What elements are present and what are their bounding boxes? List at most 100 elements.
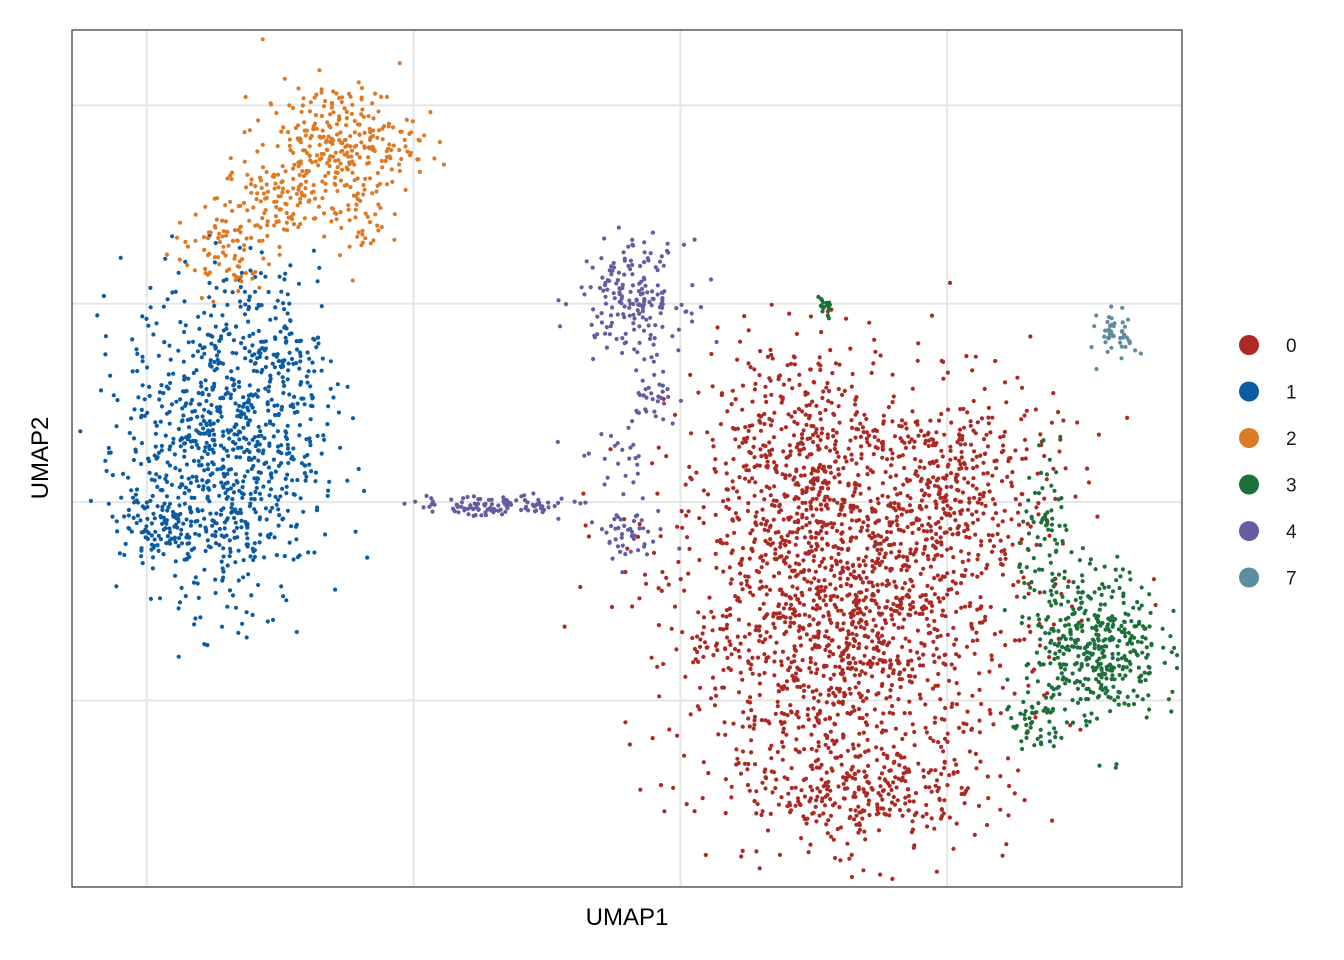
- point-cluster-0: [772, 556, 777, 562]
- point-cluster-3: [1137, 606, 1142, 611]
- point-cluster-0: [658, 534, 663, 539]
- point-cluster-0: [881, 751, 886, 757]
- point-cluster-4: [633, 456, 638, 461]
- point-cluster-0: [840, 650, 845, 655]
- point-cluster-2: [362, 187, 367, 192]
- point-cluster-0: [948, 444, 953, 449]
- point-cluster-0: [848, 346, 853, 351]
- point-cluster-4: [628, 258, 634, 263]
- point-cluster-4: [622, 315, 627, 320]
- point-cluster-1: [199, 355, 204, 360]
- point-cluster-0: [1026, 591, 1031, 596]
- point-cluster-0: [892, 541, 897, 547]
- point-cluster-2: [350, 278, 355, 283]
- point-cluster-0: [819, 777, 824, 782]
- point-cluster-0: [715, 325, 720, 330]
- point-cluster-0: [906, 793, 911, 799]
- point-cluster-0: [771, 435, 777, 440]
- point-cluster-0: [807, 549, 812, 554]
- point-cluster-2: [274, 110, 279, 116]
- point-cluster-1: [132, 500, 137, 505]
- point-cluster-0: [800, 491, 805, 496]
- point-cluster-0: [885, 494, 891, 499]
- point-cluster-4: [659, 290, 664, 295]
- point-cluster-1: [294, 629, 299, 635]
- point-cluster-2: [338, 253, 343, 258]
- point-cluster-0: [787, 575, 793, 580]
- point-cluster-1: [263, 364, 268, 370]
- point-cluster-0: [802, 576, 807, 582]
- point-cluster-1: [246, 319, 251, 324]
- point-cluster-1: [186, 535, 192, 540]
- point-cluster-3: [1079, 590, 1085, 595]
- point-cluster-2: [349, 111, 354, 116]
- point-cluster-0: [776, 529, 781, 535]
- point-cluster-1: [165, 460, 170, 465]
- point-cluster-1: [131, 436, 137, 441]
- point-cluster-0: [740, 677, 745, 682]
- point-cluster-4: [637, 324, 642, 329]
- point-cluster-3: [1160, 626, 1165, 631]
- point-cluster-3: [1026, 498, 1031, 503]
- point-cluster-0: [992, 459, 997, 464]
- point-cluster-0: [828, 788, 833, 793]
- point-cluster-0: [789, 709, 794, 714]
- point-cluster-3: [1075, 686, 1080, 691]
- point-cluster-0: [820, 524, 825, 530]
- point-cluster-0: [772, 410, 777, 415]
- point-cluster-2: [367, 146, 372, 151]
- point-cluster-0: [779, 721, 785, 726]
- point-cluster-0: [895, 492, 900, 497]
- point-cluster-1: [178, 444, 183, 449]
- point-cluster-0: [795, 553, 800, 558]
- point-cluster-1: [239, 270, 244, 275]
- point-cluster-1: [160, 504, 165, 509]
- point-cluster-3: [1100, 687, 1105, 693]
- point-cluster-2: [334, 122, 340, 127]
- point-cluster-0: [1001, 434, 1006, 439]
- point-cluster-3: [1047, 553, 1052, 558]
- point-cluster-1: [193, 616, 198, 621]
- point-cluster-0: [763, 614, 768, 619]
- point-cluster-1: [150, 555, 156, 560]
- point-cluster-1: [221, 396, 226, 401]
- point-cluster-3: [1052, 656, 1057, 662]
- point-cluster-0: [971, 520, 976, 525]
- point-cluster-1: [129, 416, 134, 421]
- point-cluster-4: [631, 518, 637, 524]
- point-cluster-3: [1071, 580, 1076, 585]
- point-cluster-0: [861, 570, 866, 575]
- point-cluster-0: [922, 465, 927, 470]
- point-cluster-0: [794, 495, 799, 500]
- point-cluster-1: [283, 271, 288, 276]
- point-cluster-0: [899, 677, 905, 682]
- point-cluster-0: [839, 608, 844, 613]
- point-cluster-0: [964, 466, 969, 471]
- point-cluster-0: [826, 784, 831, 789]
- point-cluster-0: [799, 432, 805, 437]
- point-cluster-0: [977, 671, 982, 676]
- point-cluster-0: [713, 457, 718, 462]
- point-cluster-2: [354, 202, 359, 207]
- point-cluster-0: [801, 465, 807, 470]
- point-cluster-0: [800, 441, 805, 447]
- point-cluster-4: [630, 272, 635, 277]
- point-cluster-0: [769, 502, 775, 508]
- point-cluster-3: [1053, 730, 1058, 735]
- point-cluster-3: [1074, 626, 1080, 631]
- point-cluster-0: [888, 530, 894, 535]
- point-cluster-0: [882, 555, 887, 560]
- point-cluster-3: [1110, 673, 1115, 678]
- point-cluster-0: [823, 593, 828, 599]
- point-cluster-0: [686, 571, 691, 576]
- point-cluster-0: [795, 665, 800, 670]
- point-cluster-3: [1034, 710, 1039, 715]
- point-cluster-0: [686, 509, 691, 514]
- point-cluster-0: [795, 480, 800, 486]
- point-cluster-1: [304, 437, 309, 442]
- point-cluster-1: [192, 622, 197, 627]
- point-cluster-0: [830, 803, 836, 808]
- point-cluster-1: [238, 285, 243, 290]
- point-cluster-1: [104, 468, 109, 474]
- point-cluster-3: [1094, 716, 1100, 721]
